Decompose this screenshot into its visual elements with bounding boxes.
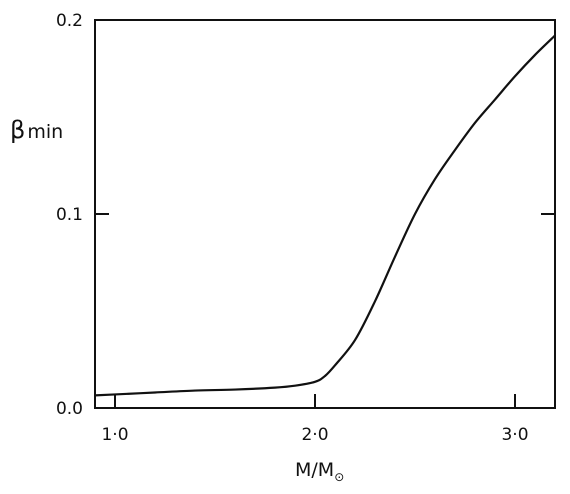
- plot-frame: [94, 19, 556, 409]
- y-tick-label: 0.1: [56, 205, 83, 225]
- beta-min-curve: [94, 34, 556, 397]
- x-tick-label: 2·0: [301, 425, 328, 445]
- axis-tick-labels: 1·0 2·0 3·0 0.0 0.1 0.2: [56, 11, 529, 445]
- x-axis-label: M/M⊙: [295, 459, 344, 484]
- y-tick-label: 0.2: [56, 11, 83, 31]
- x-tick-label: 3·0: [501, 425, 528, 445]
- axis-ticks: [95, 19, 555, 409]
- y-tick-label: 0.0: [56, 399, 83, 419]
- y-axis-label: β min: [10, 116, 63, 144]
- x-tick-label: 1·0: [101, 425, 128, 445]
